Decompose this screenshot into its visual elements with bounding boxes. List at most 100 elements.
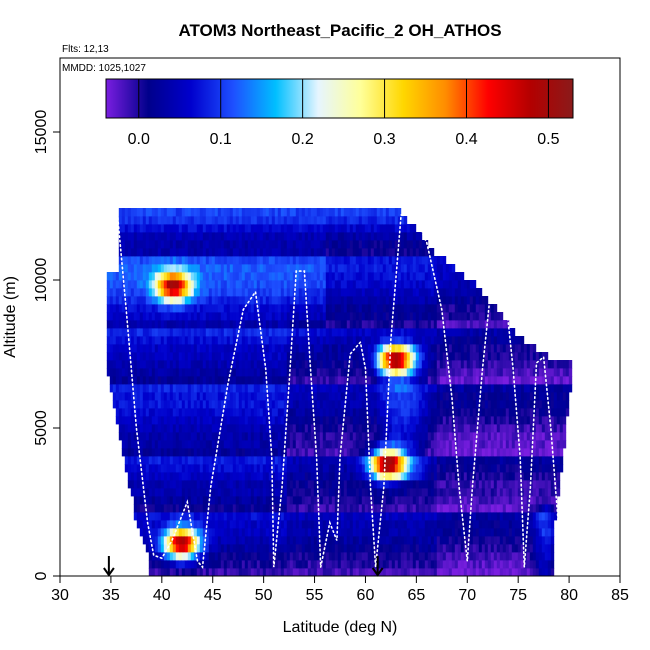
heatmap-cell bbox=[334, 352, 339, 361]
heatmap-cell bbox=[331, 360, 336, 369]
heatmap-cell bbox=[253, 512, 258, 521]
heatmap-cell bbox=[319, 328, 324, 337]
heatmap-cell bbox=[361, 216, 366, 225]
heatmap-cell bbox=[109, 312, 114, 321]
heatmap-cell bbox=[235, 304, 240, 313]
heatmap-cell bbox=[373, 472, 378, 481]
heatmap-cell bbox=[280, 432, 285, 441]
heatmap-cell bbox=[154, 320, 159, 329]
heatmap-cell bbox=[142, 384, 147, 393]
heatmap-cell bbox=[331, 440, 336, 449]
heatmap-cell bbox=[361, 312, 366, 321]
heatmap-cell bbox=[409, 272, 414, 281]
heatmap-cell bbox=[226, 264, 231, 273]
heatmap-cell bbox=[232, 304, 237, 313]
heatmap-cell bbox=[187, 496, 192, 505]
heatmap-cell bbox=[235, 440, 240, 449]
heatmap-cell bbox=[358, 376, 363, 385]
heatmap-cell bbox=[142, 256, 147, 265]
heatmap-cell bbox=[376, 296, 381, 305]
heatmap-cell bbox=[283, 544, 288, 553]
heatmap-cell bbox=[223, 296, 228, 305]
heatmap-cell bbox=[322, 552, 327, 561]
heatmap-cell bbox=[448, 536, 453, 545]
heatmap-cell bbox=[262, 472, 267, 481]
heatmap-cell bbox=[118, 312, 123, 321]
heatmap-cell bbox=[199, 360, 204, 369]
heatmap-cell bbox=[109, 272, 114, 281]
heatmap-cell bbox=[205, 496, 210, 505]
heatmap-cell bbox=[109, 336, 114, 345]
heatmap-cell bbox=[145, 304, 150, 313]
heatmap-cell bbox=[328, 424, 333, 433]
heatmap-cell bbox=[325, 536, 330, 545]
heatmap-cell bbox=[442, 256, 447, 265]
heatmap-cell bbox=[340, 472, 345, 481]
heatmap-cell bbox=[373, 408, 378, 417]
heatmap-cell bbox=[247, 504, 252, 513]
heatmap-cell bbox=[205, 360, 210, 369]
heatmap-cell bbox=[394, 512, 399, 521]
heatmap-cell bbox=[196, 208, 201, 217]
heatmap-cell bbox=[250, 248, 255, 257]
heatmap-cell bbox=[388, 400, 393, 409]
heatmap-cell bbox=[187, 288, 192, 297]
heatmap-cell bbox=[106, 272, 111, 281]
heatmap-cell bbox=[154, 520, 159, 529]
heatmap-cell bbox=[220, 352, 225, 361]
heatmap-cell bbox=[289, 360, 294, 369]
heatmap-cell bbox=[232, 296, 237, 305]
heatmap-cell bbox=[388, 536, 393, 545]
heatmap-cell bbox=[202, 272, 207, 281]
heatmap-cell bbox=[127, 424, 132, 433]
heatmap-cell bbox=[310, 368, 315, 377]
heatmap-cell bbox=[217, 424, 222, 433]
heatmap-cell bbox=[433, 472, 438, 481]
heatmap-cell bbox=[292, 552, 297, 561]
heatmap-cell bbox=[175, 208, 180, 217]
heatmap-cell bbox=[274, 552, 279, 561]
heatmap-cell bbox=[415, 504, 420, 513]
heatmap-cell bbox=[211, 408, 216, 417]
heatmap-cell bbox=[124, 352, 129, 361]
heatmap-cell bbox=[223, 440, 228, 449]
heatmap-cell bbox=[415, 368, 420, 377]
heatmap-cell bbox=[124, 288, 129, 297]
heatmap-cell bbox=[133, 384, 138, 393]
heatmap-cell bbox=[286, 256, 291, 265]
heatmap-cell bbox=[283, 232, 288, 241]
heatmap-cell bbox=[430, 568, 435, 576]
heatmap-cell bbox=[370, 544, 375, 553]
heatmap-cell bbox=[235, 216, 240, 225]
heatmap-cell bbox=[259, 464, 264, 473]
heatmap-cell bbox=[154, 448, 159, 457]
heatmap-cell bbox=[331, 240, 336, 249]
heatmap-cell bbox=[370, 376, 375, 385]
heatmap-cell bbox=[427, 528, 432, 537]
heatmap-cell bbox=[355, 272, 360, 281]
heatmap-cell bbox=[109, 352, 114, 361]
heatmap-cell bbox=[232, 464, 237, 473]
heatmap-cell bbox=[286, 448, 291, 457]
heatmap-cell bbox=[142, 368, 147, 377]
heatmap-cell bbox=[346, 344, 351, 353]
heatmap-cell bbox=[301, 472, 306, 481]
heatmap-cell bbox=[175, 568, 180, 576]
heatmap-cell bbox=[292, 208, 297, 217]
heatmap-cell bbox=[199, 416, 204, 425]
heatmap-cell bbox=[211, 448, 216, 457]
heatmap-cell bbox=[205, 528, 210, 537]
heatmap-cell bbox=[241, 392, 246, 401]
heatmap-cell bbox=[154, 232, 159, 241]
heatmap-cell bbox=[310, 208, 315, 217]
heatmap-cell bbox=[184, 440, 189, 449]
heatmap-cell bbox=[217, 312, 222, 321]
heatmap-cell bbox=[355, 472, 360, 481]
heatmap-cell bbox=[202, 456, 207, 465]
heatmap-cells bbox=[106, 208, 573, 576]
heatmap-cell bbox=[289, 496, 294, 505]
heatmap-cell bbox=[253, 368, 258, 377]
heatmap-cell bbox=[379, 288, 384, 297]
heatmap-cell bbox=[382, 472, 387, 481]
heatmap-cell bbox=[298, 392, 303, 401]
